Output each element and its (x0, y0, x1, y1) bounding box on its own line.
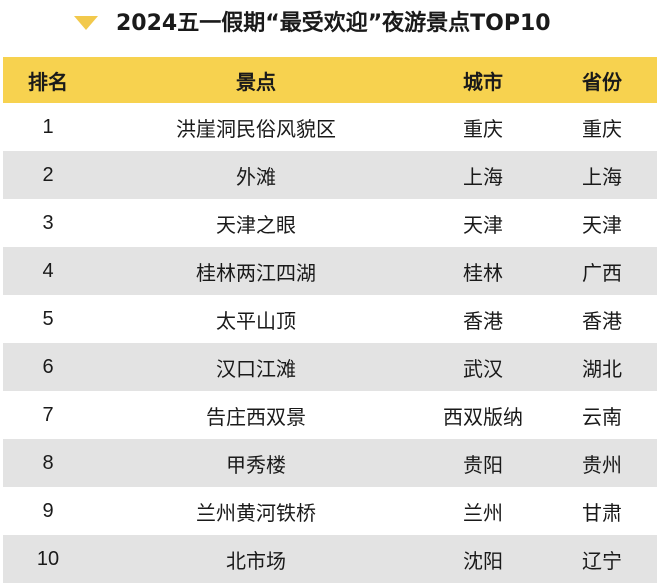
province-cell: 天津 (582, 212, 622, 237)
city-cell: 贵阳 (463, 452, 503, 477)
column-header-city: 城市 (463, 69, 503, 94)
city-cell: 上海 (463, 164, 503, 189)
rank-cell: 6 (42, 355, 54, 378)
spot-cell: 汉口江滩 (216, 356, 296, 381)
province-cell: 甘肃 (582, 500, 622, 525)
rank-cell: 9 (42, 499, 54, 522)
city-cell: 天津 (463, 212, 503, 237)
table-row: 9 兰州黄河铁桥 兰州 甘肃 (3, 487, 657, 535)
title-bar: 2024五一假期“最受欢迎”夜游景点TOP10 (0, 0, 660, 57)
rank-cell: 2 (42, 163, 54, 186)
rank-cell: 10 (36, 547, 60, 570)
table-row: 8 甲秀楼 贵阳 贵州 (3, 439, 657, 487)
table-row: 7 告庄西双景 西双版纳 云南 (3, 391, 657, 439)
rank-cell: 5 (42, 307, 54, 330)
spot-cell: 甲秀楼 (226, 452, 286, 477)
table-body: 1 洪崖洞民俗风貌区 重庆 重庆 2 外滩 上海 上海 3 天津之眼 天津 天津… (3, 103, 657, 583)
city-cell: 香港 (463, 308, 503, 333)
spot-cell: 兰州黄河铁桥 (196, 500, 316, 525)
city-cell: 武汉 (463, 356, 503, 381)
rank-cell: 1 (42, 115, 54, 138)
province-cell: 云南 (582, 404, 622, 429)
province-cell: 广西 (582, 260, 622, 285)
column-header-spot: 景点 (236, 69, 276, 94)
table-header-row: 排名 景点 城市 省份 (3, 57, 657, 103)
province-cell: 湖北 (582, 356, 622, 381)
spot-cell: 外滩 (236, 164, 276, 189)
city-cell: 桂林 (463, 260, 503, 285)
spot-cell: 洪崖洞民俗风貌区 (176, 116, 336, 141)
city-cell: 沈阳 (463, 548, 503, 573)
province-cell: 贵州 (582, 452, 622, 477)
table-header: 排名 景点 城市 省份 (3, 57, 657, 103)
table-row: 6 汉口江滩 武汉 湖北 (3, 343, 657, 391)
spot-cell: 北市场 (226, 548, 286, 573)
table-row: 10 北市场 沈阳 辽宁 (3, 535, 657, 583)
spot-cell: 告庄西双景 (206, 404, 306, 429)
province-cell: 香港 (582, 308, 622, 333)
column-header-province: 省份 (582, 69, 622, 94)
spot-cell: 桂林两江四湖 (196, 260, 316, 285)
city-cell: 兰州 (463, 500, 503, 525)
table-row: 1 洪崖洞民俗风貌区 重庆 重庆 (3, 103, 657, 151)
province-cell: 辽宁 (582, 548, 622, 573)
table-row: 5 太平山顶 香港 香港 (3, 295, 657, 343)
province-cell: 上海 (582, 164, 622, 189)
ranking-table: 排名 景点 城市 省份 1 洪崖洞民俗风貌区 重庆 重庆 2 外滩 上海 上海 … (3, 57, 657, 583)
province-cell: 重庆 (582, 116, 622, 141)
triangle-down-icon (74, 16, 98, 30)
table-row: 3 天津之眼 天津 天津 (3, 199, 657, 247)
city-cell: 重庆 (463, 116, 503, 141)
city-cell: 西双版纳 (443, 404, 523, 429)
column-header-rank: 排名 (28, 69, 68, 94)
rank-cell: 7 (42, 403, 54, 426)
spot-cell: 太平山顶 (216, 308, 296, 333)
spot-cell: 天津之眼 (216, 212, 296, 237)
table-row: 2 外滩 上海 上海 (3, 151, 657, 199)
rank-cell: 4 (42, 259, 54, 282)
rank-cell: 8 (42, 451, 54, 474)
table-row: 4 桂林两江四湖 桂林 广西 (3, 247, 657, 295)
rank-cell: 3 (42, 211, 54, 234)
page-title: 2024五一假期“最受欢迎”夜游景点TOP10 (116, 11, 551, 36)
